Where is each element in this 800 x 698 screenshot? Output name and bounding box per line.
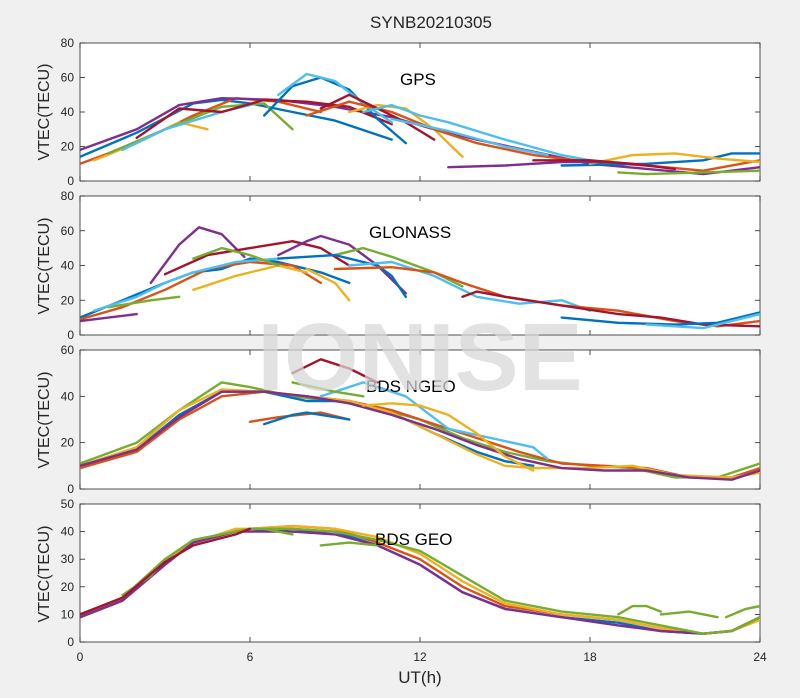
panel-annotation: GLONASS xyxy=(369,223,451,242)
series-line-18 xyxy=(532,159,677,171)
series-line-19 xyxy=(617,169,760,176)
series-line-5 xyxy=(80,527,760,635)
panel-annotation: BDS NGEO xyxy=(366,377,456,396)
series-group xyxy=(80,226,760,330)
y-tick-label: 10 xyxy=(61,607,75,621)
series-line-11 xyxy=(724,604,760,619)
y-tick-label: 40 xyxy=(61,259,75,273)
y-tick-label: 0 xyxy=(67,174,74,188)
series-line-13 xyxy=(348,260,592,312)
y-tick-label: 60 xyxy=(61,71,75,85)
series-line-16 xyxy=(560,311,760,326)
series-line-14 xyxy=(390,117,549,157)
y-tick-label: 30 xyxy=(61,552,75,566)
series-group xyxy=(80,358,760,481)
y-axis-label: VTEC(TECU) xyxy=(36,64,53,161)
y-tick-label: 20 xyxy=(61,140,75,154)
series-line-6 xyxy=(93,257,280,312)
series-line-12 xyxy=(305,267,351,302)
plot-area xyxy=(79,42,761,182)
series-line-16 xyxy=(588,152,760,165)
panel-2: 0 20 40 60 80 GLONASS VTEC(TECU) xyxy=(36,189,761,342)
series-line-8 xyxy=(263,76,407,145)
x-tick-label: 6 xyxy=(247,650,254,664)
y-axis-label: VTEC(TECU) xyxy=(36,372,53,469)
series-line-15 xyxy=(560,152,760,167)
series-line-5 xyxy=(80,390,760,481)
series-line-17 xyxy=(447,160,606,169)
series-line-4 xyxy=(80,388,760,479)
series-group xyxy=(80,72,760,176)
chart-title: SYNB20210305 xyxy=(370,13,492,32)
x-tick-label: 18 xyxy=(583,650,597,664)
y-tick-label: 0 xyxy=(67,482,74,496)
y-tick-label: 80 xyxy=(61,36,75,50)
series-line-7 xyxy=(163,240,351,276)
series-line-4 xyxy=(149,226,246,285)
series-line-9 xyxy=(263,411,351,426)
panel-annotation: GPS xyxy=(400,70,436,89)
x-tick-label: 24 xyxy=(753,650,767,664)
y-tick-label: 0 xyxy=(67,635,74,649)
y-tick-label: 40 xyxy=(61,105,75,119)
series-line-7 xyxy=(135,98,393,140)
series-line-7 xyxy=(291,358,379,384)
panel-1: 0 20 40 60 80 GPS VTEC(TECU) xyxy=(36,36,761,188)
series-line-11 xyxy=(362,402,535,472)
panel-3: 0 20 40 60 BDS NGEO VTEC(TECU) xyxy=(36,343,761,496)
plot-area xyxy=(79,195,761,336)
panel-annotation: BDS GEO xyxy=(375,530,452,549)
watermark: IONISE xyxy=(257,304,582,411)
y-axis-label: VTEC(TECU) xyxy=(36,526,53,623)
axes-layer: 020406080GPSVTEC(TECU)020406080GLONASSVT… xyxy=(36,36,767,664)
series-group xyxy=(80,524,760,635)
y-axis-label: VTEC(TECU) xyxy=(36,218,53,315)
series-line-9 xyxy=(192,246,280,267)
x-axis-label: UT(h) xyxy=(398,668,441,687)
series-line-4 xyxy=(80,530,760,635)
series-line-9 xyxy=(617,604,662,616)
y-tick-label: 60 xyxy=(61,343,75,357)
series-line-10 xyxy=(291,381,365,398)
series-line-3 xyxy=(192,264,308,291)
y-tick-label: 80 xyxy=(61,189,75,203)
series-line-12 xyxy=(80,527,252,616)
series-line-11 xyxy=(277,253,407,298)
series-line-17 xyxy=(80,312,138,323)
y-tick-label: 0 xyxy=(67,328,74,342)
panel-4: 0 10 20 30 40 50 0 6 12 18 24 BDS GEO VTEC(TECU) xyxy=(36,497,767,664)
series-line-13 xyxy=(362,103,592,162)
series-line-5 xyxy=(107,295,181,309)
y-tick-label: 60 xyxy=(61,224,75,238)
y-tick-label: 20 xyxy=(61,436,75,450)
y-tick-label: 20 xyxy=(61,580,75,594)
series-line-10 xyxy=(659,610,719,619)
y-tick-label: 40 xyxy=(61,389,75,403)
x-tick-label: 0 xyxy=(77,650,84,664)
series-line-1 xyxy=(80,98,393,158)
x-tick-label: 12 xyxy=(413,650,427,664)
plot-area xyxy=(79,503,761,643)
y-tick-label: 40 xyxy=(61,525,75,539)
y-tick-label: 50 xyxy=(61,497,75,511)
series-line-18 xyxy=(645,312,760,330)
series-line-6 xyxy=(263,527,294,536)
y-tick-label: 20 xyxy=(61,293,75,307)
series-line-6 xyxy=(319,381,549,461)
series-line-7 xyxy=(319,541,379,547)
